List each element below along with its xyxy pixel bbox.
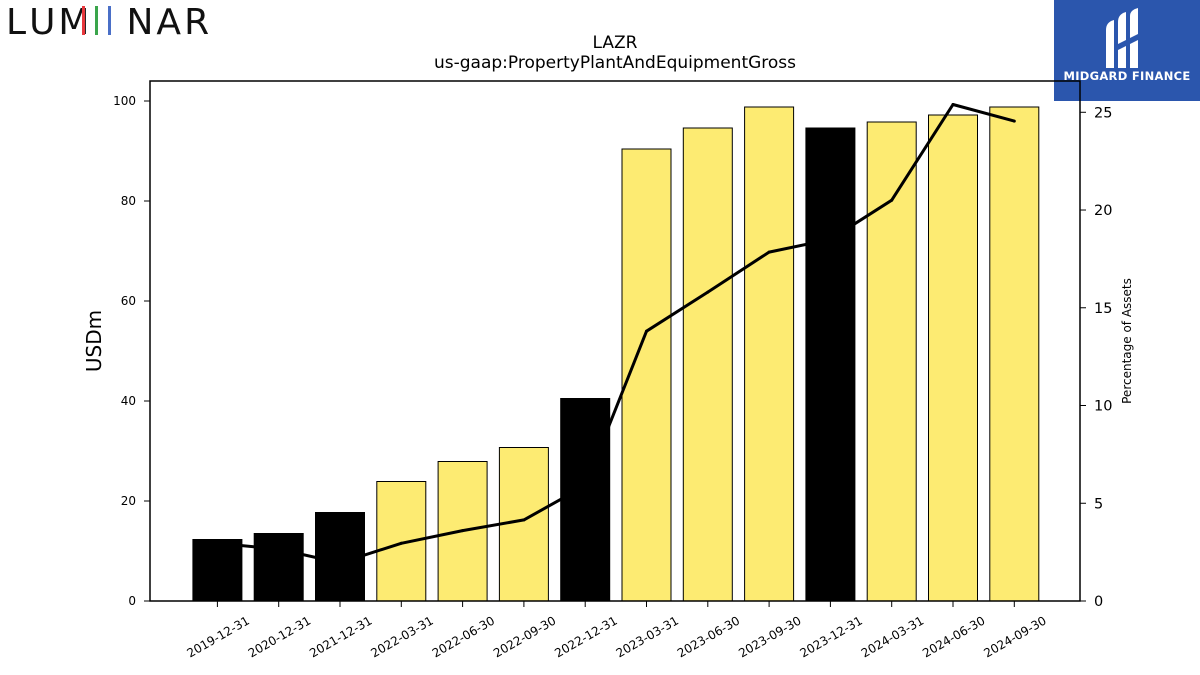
line-point (399, 541, 403, 545)
line-point (215, 541, 219, 545)
x-tick-label: 2022-06-30 (430, 613, 497, 660)
midgard-emblem-icon (1106, 8, 1138, 68)
logo-letter: L (6, 2, 30, 43)
y-tick-label: 20 (121, 494, 136, 508)
y-tick-label: 0 (128, 594, 136, 608)
bar (928, 114, 978, 602)
line-point (890, 198, 894, 202)
x-tick-label: 2023-03-31 (614, 613, 681, 660)
y2-tick-label: 5 (1094, 496, 1103, 512)
y-tick-label: 80 (121, 194, 136, 208)
bar (989, 106, 1040, 602)
line-point (951, 103, 955, 106)
line-point (645, 329, 648, 333)
x-tick-label: 2023-12-31 (797, 613, 864, 660)
x-tick-label: 2022-09-30 (491, 613, 558, 660)
logo-letter: U (29, 2, 59, 43)
x-tick-label: 2023-09-30 (736, 613, 803, 660)
logo-letter: A (156, 2, 185, 43)
y2-tick-label: 15 (1094, 301, 1112, 317)
x-tick-label: 2019-12-31 (184, 613, 251, 660)
y-axis-label: USDm (82, 310, 106, 372)
x-tick-label: 2024-09-30 (981, 613, 1048, 660)
bar (866, 121, 917, 602)
logo-letter: R (184, 2, 213, 43)
logo-accent-stroke (108, 6, 112, 35)
x-tick-label: 2020-12-31 (246, 613, 313, 660)
plot-frame (149, 80, 1081, 602)
logo-letter (82, 6, 126, 36)
x-tick-label: 2022-03-31 (368, 613, 435, 660)
luminar-logo: LUM NAR (6, 2, 212, 43)
line-point (461, 529, 465, 533)
y2-axis-label: Percentage of Assets (1120, 278, 1134, 404)
x-tick-label: 2022-12-31 (552, 613, 619, 660)
x-tick-label: 2024-06-30 (920, 613, 987, 660)
line-point (338, 561, 342, 565)
bar (192, 539, 243, 602)
line-point (522, 518, 526, 522)
bar (437, 461, 488, 602)
bar (560, 398, 611, 602)
x-tick-label: 2024-03-31 (859, 613, 926, 660)
bar (805, 127, 856, 602)
line-point (767, 250, 771, 254)
bar (682, 127, 733, 602)
line-point (1012, 119, 1016, 123)
logo-accent-stroke (82, 6, 86, 35)
x-tick-label: 2021-12-31 (307, 613, 374, 660)
chart-subtitle: us-gaap:PropertyPlantAndEquipmentGross (434, 53, 796, 73)
plot-area: 0 20 40 60 80 100 0 5 10 15 20 25 2019-12-312020-12-… (113, 80, 1112, 660)
bar (253, 533, 304, 602)
bar (744, 106, 795, 602)
x-tick-label: 2023-06-30 (675, 613, 742, 660)
chart-title: LAZR (593, 33, 638, 53)
y2-tick-label: 20 (1094, 203, 1112, 219)
midgard-finance-logo: MIDGARD FINANCE (1054, 0, 1200, 101)
y2-tick-label: 10 (1094, 399, 1112, 415)
y-tick-label: 100 (113, 94, 136, 108)
y-tick-label: 60 (121, 294, 136, 308)
y-tick-label: 40 (121, 394, 136, 408)
line-point (583, 484, 587, 488)
y2-tick-label: 0 (1094, 594, 1103, 610)
percentage-line (217, 103, 1015, 565)
logo-letter: N (126, 2, 157, 43)
line-point (277, 547, 281, 551)
line-point (706, 290, 710, 294)
midgard-finance-label: MIDGARD FINANCE (1063, 69, 1191, 83)
y2-tick-label: 25 (1094, 105, 1112, 121)
line-point (828, 237, 832, 241)
logo-accent-stroke (95, 6, 99, 35)
